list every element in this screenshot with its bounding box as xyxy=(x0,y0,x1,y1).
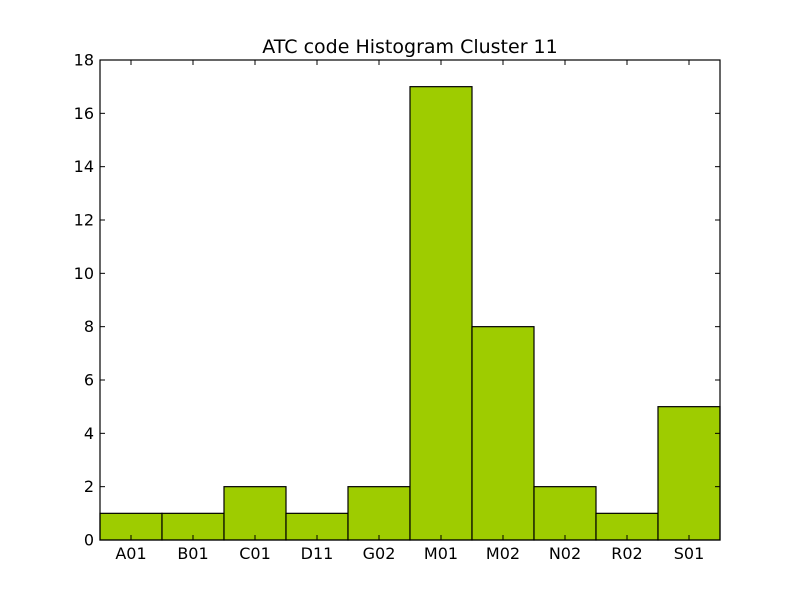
axes-frame xyxy=(99,59,721,541)
x-tick-label-a01: A01 xyxy=(115,544,146,563)
bar-g02 xyxy=(347,486,411,541)
y-tick-label-16: 16 xyxy=(74,104,94,123)
bar-n02 xyxy=(533,486,597,541)
bars-layer xyxy=(99,86,721,541)
x-tick-label-m01: M01 xyxy=(424,544,458,563)
y-tick-label-10: 10 xyxy=(74,264,94,283)
y-tick-label-4: 4 xyxy=(84,424,94,443)
x-tick-label-r02: R02 xyxy=(611,544,642,563)
y-tick-label-2: 2 xyxy=(84,477,94,496)
tick-labels-layer: A01 B01 C01 D11 G02 M01 M02 N02 R02 S01 0 2 4 6 8 10 12 1… xyxy=(74,51,705,564)
x-tick-label-n02: N02 xyxy=(549,544,581,563)
x-tick-label-g02: G02 xyxy=(363,544,396,563)
y-tick-label-12: 12 xyxy=(74,211,94,230)
x-tick-label-b01: B01 xyxy=(177,544,208,563)
x-tick-label-s01: S01 xyxy=(674,544,705,563)
x-tick-label-d11: D11 xyxy=(301,544,334,563)
bar-m01 xyxy=(409,86,473,541)
y-tick-label-14: 14 xyxy=(74,157,94,176)
y-tick-label-6: 6 xyxy=(84,371,94,390)
bar-m02 xyxy=(471,326,535,541)
chart-title: ATC code Histogram Cluster 11 xyxy=(262,36,557,58)
x-tick-label-m02: M02 xyxy=(486,544,520,563)
bar-s01 xyxy=(657,406,721,541)
bar-c01 xyxy=(223,486,287,541)
y-tick-label-8: 8 xyxy=(84,317,94,336)
y-tick-label-18: 18 xyxy=(74,51,94,70)
y-tick-label-0: 0 xyxy=(84,531,94,550)
x-tick-label-c01: C01 xyxy=(239,544,271,563)
